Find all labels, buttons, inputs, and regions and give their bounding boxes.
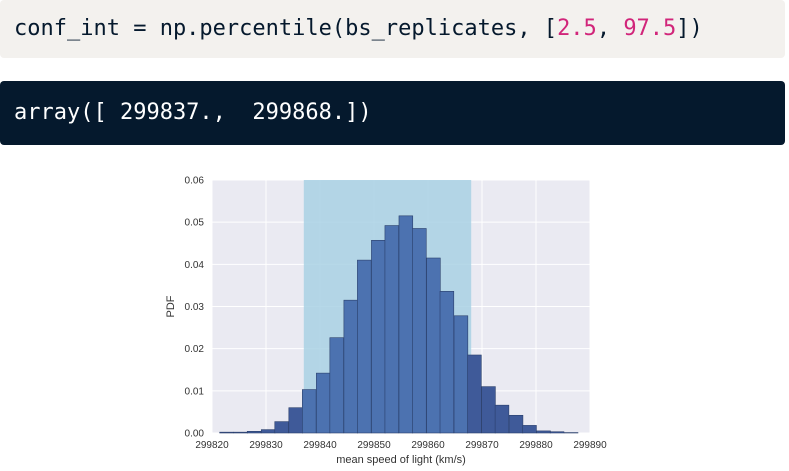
- x-tick-label: 299860: [411, 440, 445, 451]
- histogram-bar: [481, 386, 496, 434]
- histogram-bar: [508, 414, 524, 434]
- histogram-bar: [412, 228, 427, 434]
- x-tick-label: 299890: [573, 440, 607, 451]
- code-number-lower: 2.5: [557, 16, 597, 41]
- histogram-bar: [467, 354, 482, 434]
- code-cell[interactable]: conf_int = np.percentile(bs_replicates, …: [0, 0, 785, 58]
- y-tick-label: 0.01: [185, 386, 205, 397]
- x-tick-label: 299820: [195, 440, 229, 451]
- y-axis-label: PDF: [165, 295, 177, 317]
- histogram-bar: [371, 239, 386, 434]
- x-tick-label: 299830: [249, 440, 283, 451]
- code-text-before: conf_int = np.percentile(bs_replicates, …: [14, 16, 558, 41]
- histogram-bar: [219, 431, 234, 434]
- x-tick-label: 299870: [465, 440, 499, 451]
- histogram-bar: [453, 315, 469, 434]
- histogram-bar: [398, 215, 414, 434]
- histogram-bar: [246, 431, 262, 434]
- histogram-chart: 299820 299830 299840 299850 299860 299870 2998…: [165, 176, 607, 467]
- y-tick-label: 0.06: [185, 176, 205, 187]
- histogram-bar: [357, 259, 372, 434]
- x-tick-label: 299880: [519, 440, 553, 451]
- histogram-bar: [426, 257, 441, 434]
- output-text: array([ 299837., 299868.]): [14, 100, 372, 125]
- histogram-bar: [288, 407, 303, 434]
- histogram-bar: [549, 431, 565, 434]
- code-text-sep: ,: [596, 16, 624, 41]
- histogram-bar: [343, 299, 358, 434]
- histogram-bar: [494, 404, 510, 434]
- histogram-bar: [233, 431, 248, 434]
- y-tick-label: 0.02: [185, 344, 205, 355]
- y-tick-label: 0.04: [185, 260, 205, 271]
- output-cell: array([ 299837., 299868.]): [0, 81, 785, 145]
- histogram-bar: [536, 430, 551, 434]
- histogram-bar: [329, 337, 344, 434]
- histogram-bar: [384, 225, 400, 434]
- y-tick-label: 0.05: [185, 218, 205, 229]
- histogram-bar: [439, 291, 455, 434]
- x-tick-label: 299850: [357, 440, 391, 451]
- code-text-after: ]): [676, 16, 703, 41]
- x-tick-label: 299840: [303, 440, 337, 451]
- code-number-upper: 97.5: [623, 16, 677, 41]
- y-tick-label: 0.00: [185, 429, 205, 440]
- histogram-bar: [522, 425, 537, 434]
- histogram-bar: [260, 429, 276, 434]
- x-axis-label: mean speed of light (km/s): [336, 454, 466, 466]
- histogram-bar: [316, 372, 331, 434]
- y-tick-label: 0.03: [185, 302, 205, 313]
- histogram-bar: [302, 389, 317, 434]
- histogram-bar: [274, 421, 289, 434]
